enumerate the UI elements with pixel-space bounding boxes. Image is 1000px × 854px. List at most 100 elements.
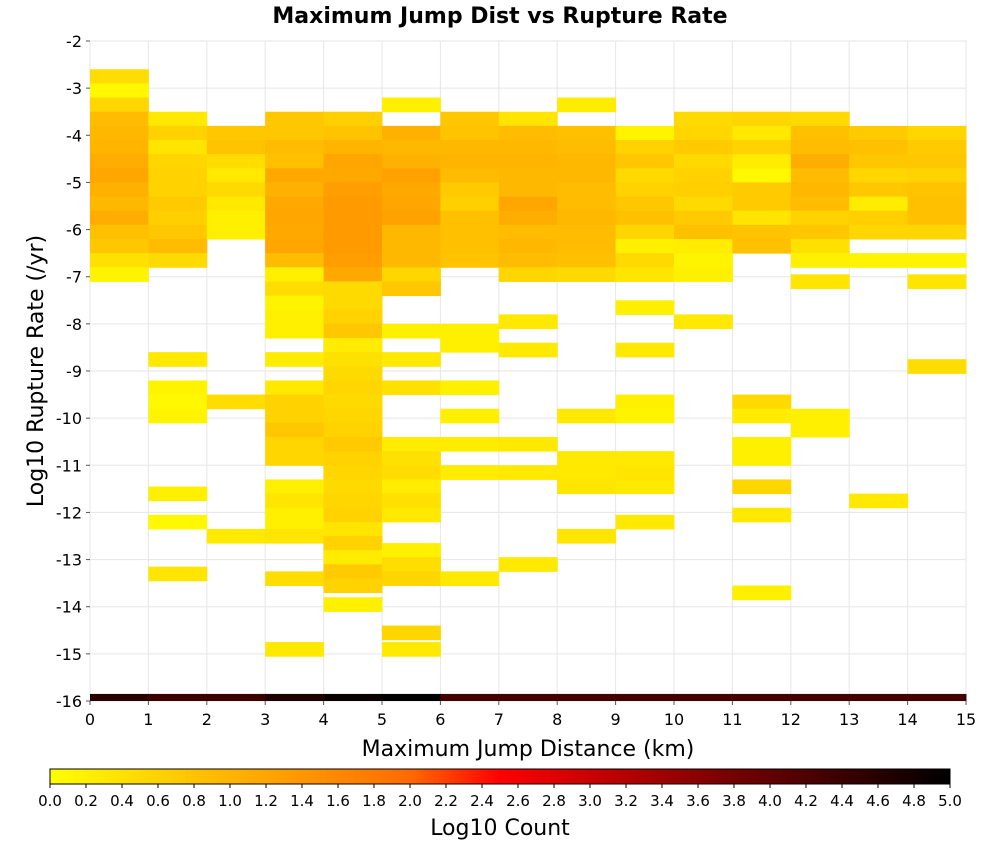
heatmap-cell-bottom <box>323 693 383 701</box>
heatmap-cell <box>615 342 675 358</box>
heatmap-cells <box>90 69 967 701</box>
heatmap-cell <box>382 543 441 558</box>
heatmap-cell <box>382 210 441 226</box>
heatmap-cell <box>790 111 850 127</box>
heatmap-cell <box>498 314 558 330</box>
heatmap-cell <box>90 83 149 99</box>
heatmap-cell <box>557 182 617 198</box>
y-tick-label: -6 <box>66 221 82 240</box>
heatmap-cell <box>206 140 266 155</box>
heatmap-cell <box>323 550 383 565</box>
heatmap-cell <box>615 451 675 466</box>
heatmap-cell <box>790 168 850 183</box>
x-tick-label: 8 <box>552 710 562 729</box>
heatmap-cell <box>732 479 792 495</box>
heatmap-cell <box>323 281 383 297</box>
heatmap-cell <box>615 140 675 155</box>
heatmap-cell <box>382 182 441 198</box>
heatmap-cell <box>790 182 850 198</box>
heatmap-cell <box>615 182 675 198</box>
colorbar-ticks: 0.0 0.2 0.4 0.6 0.8 1.0 1.2 1.4 1.6 1.8 2.0 2.2 2.4 2… <box>38 784 962 810</box>
colorbar-tick-label: 4.4 <box>830 792 854 810</box>
heatmap-cell <box>674 154 733 169</box>
heatmap-cell <box>323 465 383 480</box>
heatmap-cell <box>382 557 441 572</box>
heatmap-cell <box>90 253 149 268</box>
heatmap-cell <box>615 394 675 410</box>
heatmap-cell <box>557 408 617 424</box>
heatmap-cell <box>615 465 675 480</box>
heatmap-cell <box>148 125 208 141</box>
heatmap-cell <box>323 182 383 198</box>
heatmap-cell <box>907 253 967 268</box>
heatmap-cell <box>382 224 441 240</box>
heatmap-cell <box>265 408 325 424</box>
heatmap-cell <box>732 394 792 410</box>
heatmap-cell <box>90 97 149 113</box>
x-tick-label: 12 <box>781 710 801 729</box>
heatmap-cell <box>674 182 733 198</box>
heatmap-cell <box>615 300 675 315</box>
heatmap-cell <box>732 585 792 601</box>
colorbar-tick-label: 2.8 <box>542 792 566 810</box>
heatmap-cell <box>323 210 383 226</box>
heatmap-cell <box>674 253 733 268</box>
heatmap-cell <box>849 493 909 509</box>
heatmap-cell <box>732 408 792 424</box>
heatmap-cell <box>557 125 617 141</box>
heatmap-cell <box>498 224 558 240</box>
heatmap-cell <box>382 437 441 452</box>
heatmap-cell <box>557 451 617 466</box>
heatmap-cell <box>323 564 383 579</box>
heatmap-cell <box>323 394 383 410</box>
heatmap-cell <box>148 566 208 582</box>
heatmap-cell <box>732 507 792 523</box>
heatmap-cell-bottom <box>674 693 733 701</box>
y-tick-label: -3 <box>66 79 82 98</box>
heatmap-cell <box>265 267 325 282</box>
colorbar-tick-label: 3.8 <box>722 792 746 810</box>
heatmap-cell <box>382 507 441 523</box>
heatmap-cell <box>265 309 325 325</box>
heatmap-cell <box>323 111 383 127</box>
heatmap-cell <box>907 140 967 155</box>
heatmap-cell <box>557 267 617 282</box>
heatmap-cell-bottom <box>732 693 792 701</box>
heatmap-cell <box>265 437 325 452</box>
heatmap-cell <box>849 140 909 155</box>
heatmap-cell <box>265 642 325 657</box>
heatmap-cell <box>849 210 909 226</box>
heatmap-cell <box>732 168 792 183</box>
colorbar <box>49 768 951 785</box>
heatmap-cell <box>90 210 149 226</box>
heatmap-cell <box>382 451 441 466</box>
heatmap-cell <box>498 465 558 480</box>
heatmap-cell <box>440 571 500 586</box>
heatmap-cell <box>323 338 383 353</box>
heatmap-cell <box>440 182 500 198</box>
heatmap-cell <box>206 125 266 141</box>
heatmap-cell <box>148 239 208 254</box>
heatmap-cell <box>790 274 850 289</box>
heatmap-cell <box>265 479 325 495</box>
y-tick-label: -8 <box>66 315 82 334</box>
heatmap-cell <box>907 196 967 212</box>
heatmap-cell <box>206 394 266 410</box>
heatmap-cell <box>615 210 675 226</box>
y-tick-label: -4 <box>66 126 82 145</box>
x-tick-label: 4 <box>319 710 329 729</box>
heatmap-cell <box>265 528 325 544</box>
heatmap-cell <box>907 274 967 289</box>
heatmap-cell <box>615 196 675 212</box>
heatmap-cell <box>323 309 383 325</box>
heatmap-cell <box>498 125 558 141</box>
heatmap-cell <box>148 352 208 367</box>
heatmap-cell <box>90 69 149 84</box>
heatmap-cell <box>557 224 617 240</box>
heatmap-cell <box>90 111 149 127</box>
colorbar-tick-label: 1.0 <box>218 792 242 810</box>
colorbar-tick-label: 3.6 <box>686 792 710 810</box>
heatmap-cell <box>615 253 675 268</box>
heatmap-cell-bottom <box>90 693 149 701</box>
